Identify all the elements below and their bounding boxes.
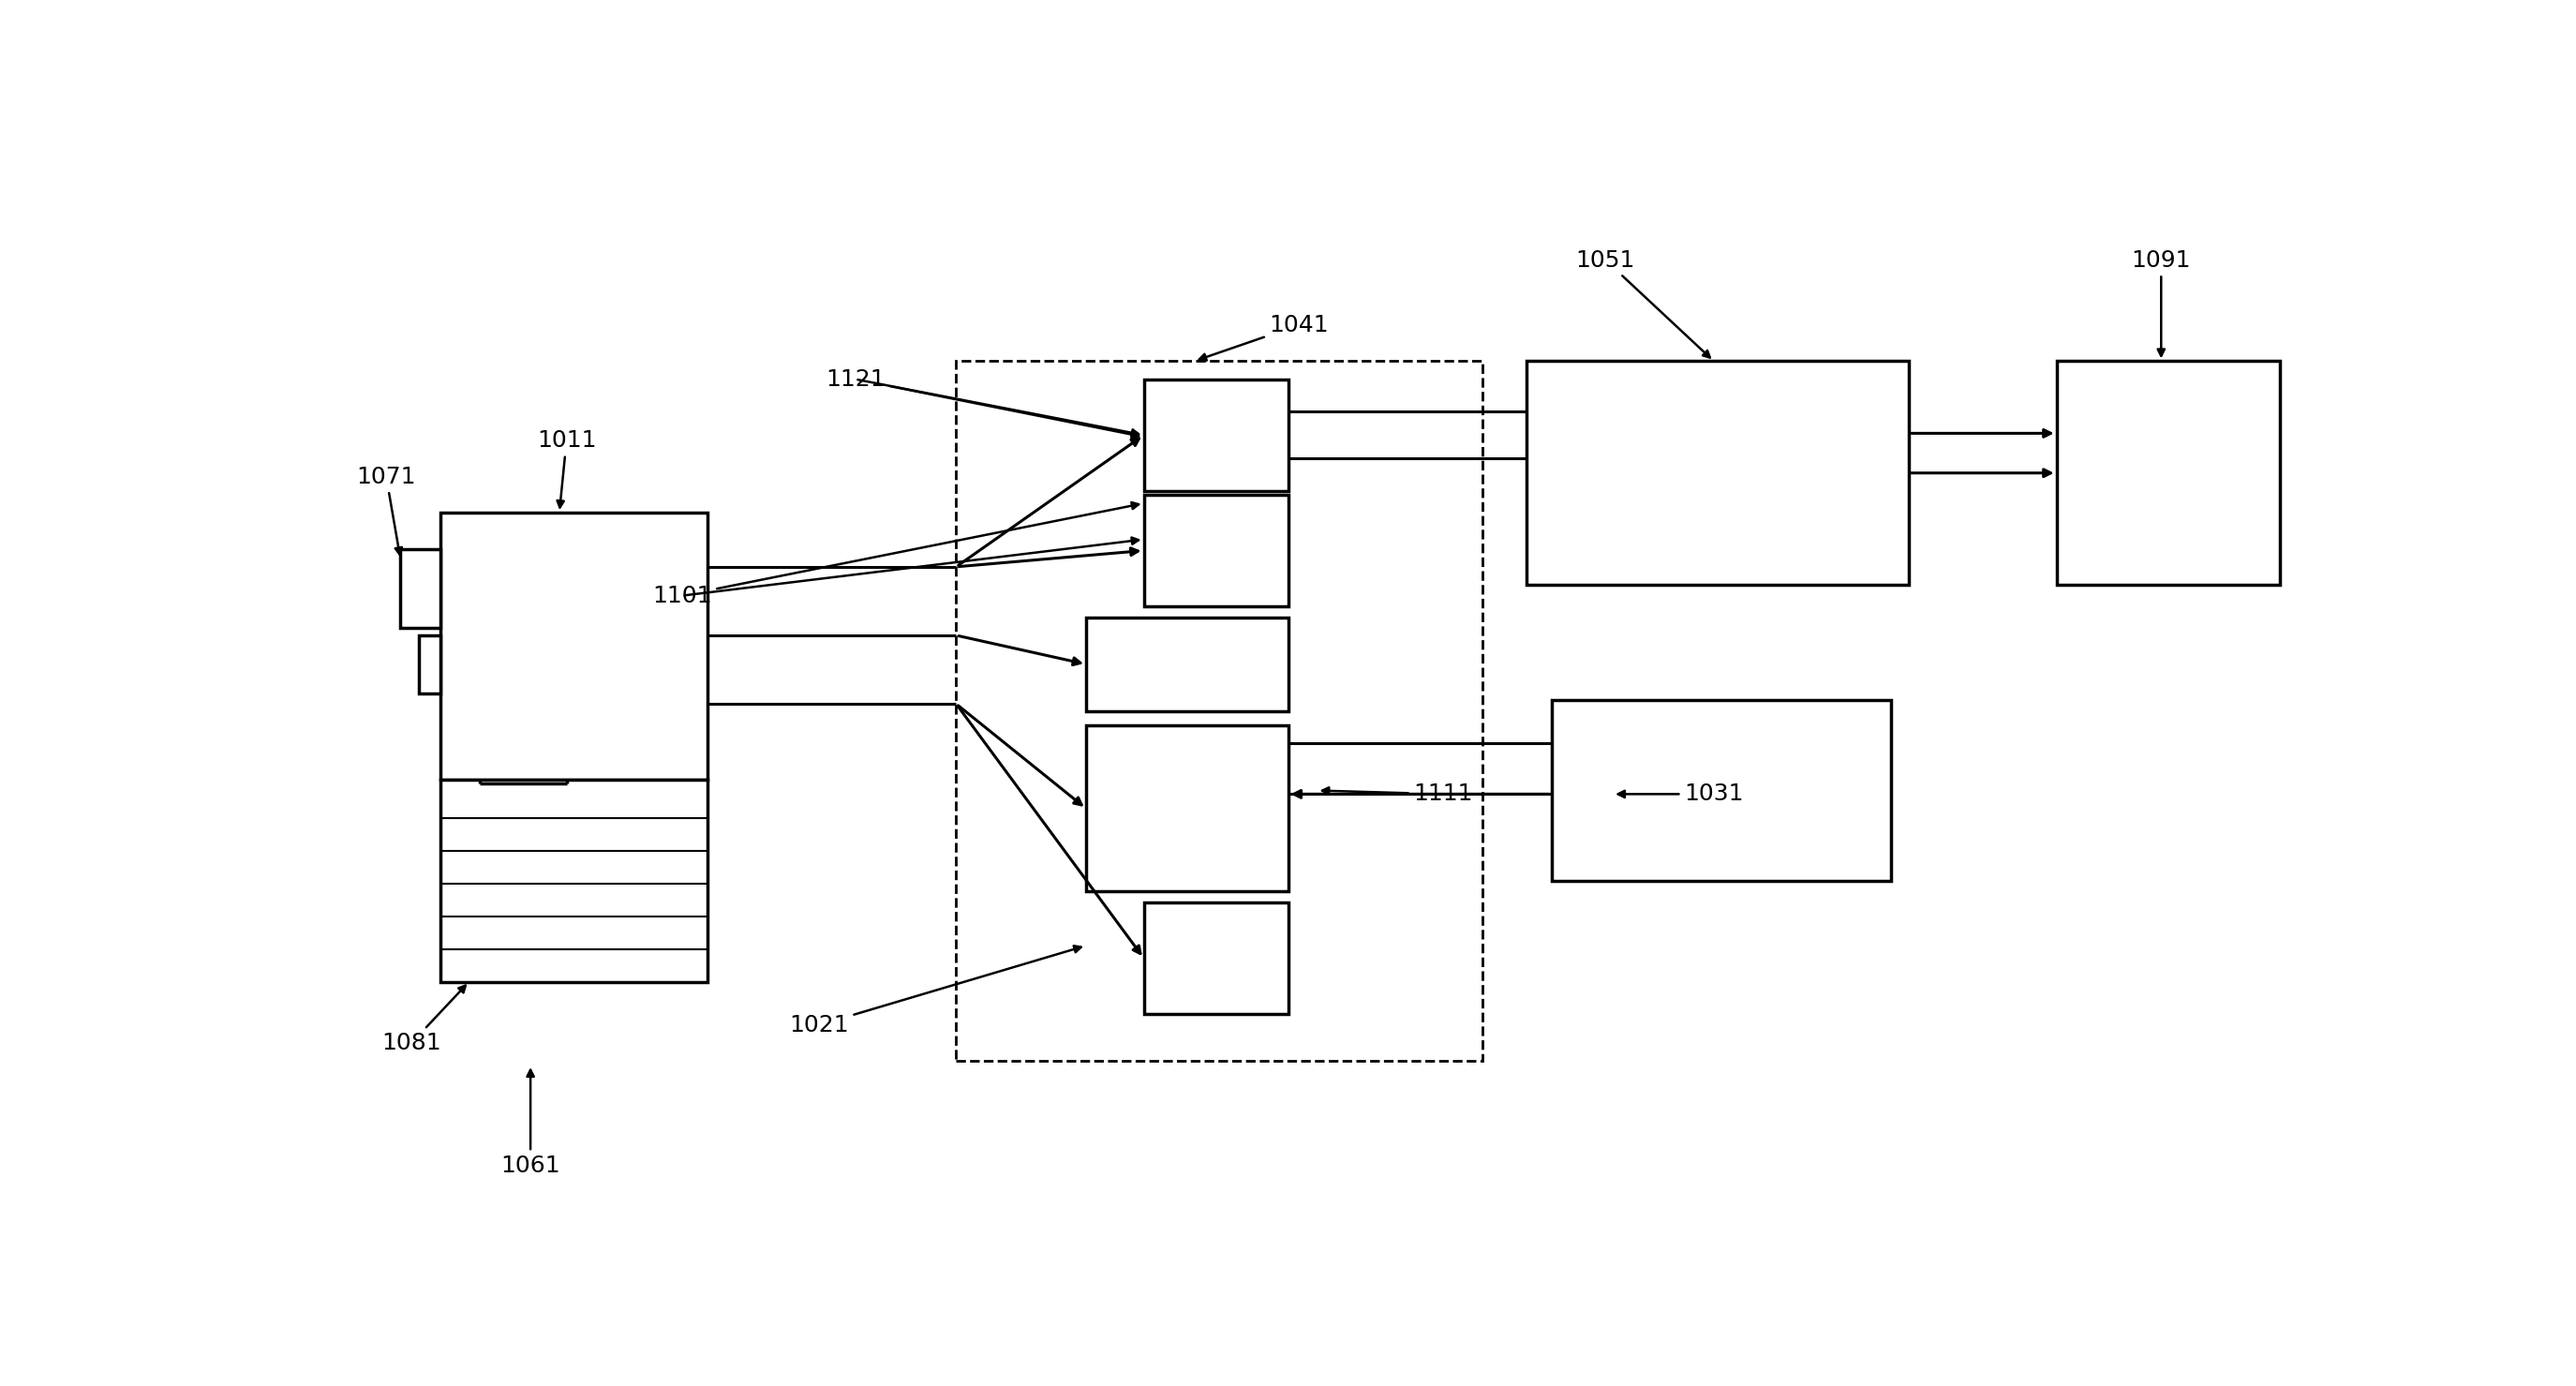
- Bar: [1087, 725, 1288, 891]
- Bar: [1144, 380, 1288, 491]
- Text: 1051: 1051: [1577, 249, 1710, 358]
- Bar: [420, 635, 440, 693]
- Text: 1121: 1121: [824, 367, 1139, 438]
- Bar: [1144, 902, 1288, 1015]
- Bar: [956, 362, 1484, 1062]
- Bar: [402, 549, 440, 628]
- Bar: [2056, 362, 2280, 585]
- Bar: [1525, 362, 1909, 585]
- Text: 1021: 1021: [788, 945, 1082, 1037]
- Text: 1061: 1061: [500, 1070, 562, 1177]
- Text: 1081: 1081: [381, 985, 466, 1055]
- Bar: [1087, 617, 1288, 711]
- Text: 1011: 1011: [536, 430, 595, 507]
- Bar: [1144, 495, 1288, 607]
- Text: 1041: 1041: [1200, 313, 1329, 360]
- Bar: [440, 780, 708, 981]
- Text: 1071: 1071: [355, 466, 415, 554]
- Text: 1101: 1101: [652, 502, 1139, 607]
- Bar: [440, 513, 708, 780]
- Text: 1031: 1031: [1618, 783, 1744, 805]
- Bar: [1551, 700, 1891, 880]
- Text: 1111: 1111: [1321, 783, 1473, 805]
- Text: 1091: 1091: [2130, 249, 2192, 356]
